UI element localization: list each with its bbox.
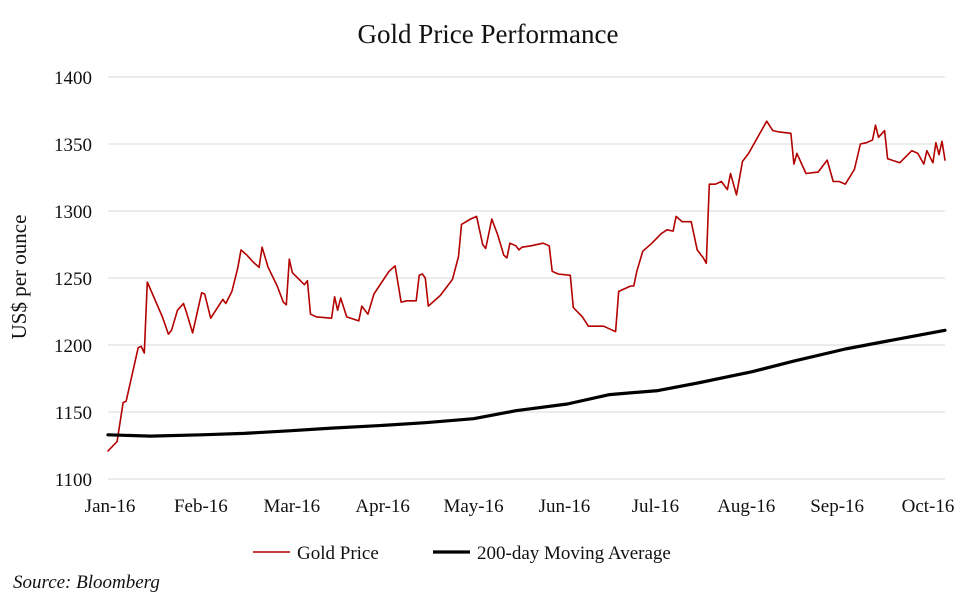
legend-label-gold-price: Gold Price xyxy=(297,543,379,564)
gridlines xyxy=(108,76,945,480)
legend: Gold Price 200-day Moving Average xyxy=(253,543,671,564)
source-note: Source: Bloomberg xyxy=(13,572,160,593)
x-tick-label: Apr-16 xyxy=(355,496,410,517)
y-tick-label: 1350 xyxy=(54,135,92,156)
x-tick-label: May-16 xyxy=(443,496,503,517)
y-tick-label: 1400 xyxy=(54,68,92,89)
x-tick-label: Jul-16 xyxy=(632,496,680,517)
chart-title: Gold Price Performance xyxy=(358,19,619,49)
x-tick-label: Jan-16 xyxy=(85,496,136,517)
x-axis-ticks: Jan-16 Feb-16 Mar-16 Apr-16 May-16 Jun-16 Jul-… xyxy=(85,496,955,517)
y-tick-label: 1300 xyxy=(54,202,92,223)
x-tick-label: Mar-16 xyxy=(263,496,320,517)
x-tick-label: Jun-16 xyxy=(539,496,591,517)
y-tick-label: 1150 xyxy=(55,403,92,424)
x-tick-label: Sep-16 xyxy=(810,496,864,517)
y-axis-ticks: 1100 1150 1200 1250 1300 1350 1400 xyxy=(54,68,92,491)
series-layer xyxy=(106,120,947,452)
x-tick-label: Feb-16 xyxy=(174,496,228,517)
y-tick-label: 1100 xyxy=(55,470,92,491)
x-tick-label: Aug-16 xyxy=(717,496,775,517)
y-tick-label: 1200 xyxy=(54,336,92,357)
series-line-moving-average xyxy=(106,328,947,438)
series-line-gold-price xyxy=(107,120,946,452)
y-axis-label: US$ per ounce xyxy=(7,215,31,340)
y-tick-label: 1250 xyxy=(54,269,92,290)
x-tick-label: Oct-16 xyxy=(902,496,955,517)
legend-label-moving-average: 200-day Moving Average xyxy=(477,543,671,564)
